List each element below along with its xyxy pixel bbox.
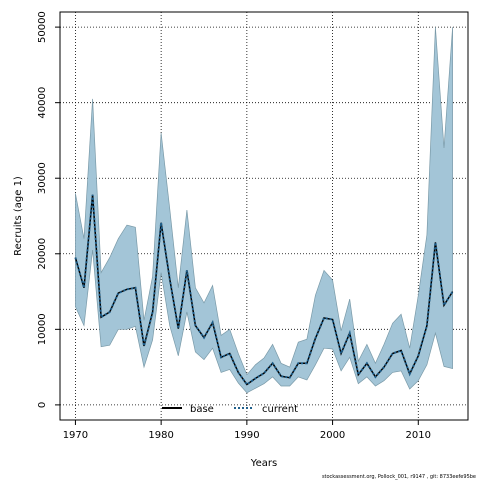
x-axis: 1970 1980 1990 2000 2010 xyxy=(63,420,431,441)
x-tick-label: 1980 xyxy=(148,430,173,441)
y-axis: 0 10000 20000 30000 40000 50000 xyxy=(37,11,60,408)
series-lines xyxy=(74,194,454,386)
x-tick-label: 2000 xyxy=(320,430,345,441)
series-line-current xyxy=(74,194,454,386)
confidence-band xyxy=(75,27,453,394)
y-tick-label: 40000 xyxy=(37,87,48,119)
x-tick-label: 1990 xyxy=(234,430,259,441)
y-tick-label: 0 xyxy=(37,402,48,408)
y-tick-label: 20000 xyxy=(37,238,48,270)
legend-label-current: current xyxy=(262,404,298,415)
legend-label-base: base xyxy=(190,404,214,415)
y-tick-label: 30000 xyxy=(37,162,48,194)
plot-frame xyxy=(59,11,469,421)
y-axis-label: Recruits (age 1) xyxy=(13,176,24,256)
x-axis-label: Years xyxy=(250,458,277,469)
y-tick-label: 50000 xyxy=(37,11,48,43)
x-tick-label: 2010 xyxy=(406,430,431,441)
y-tick-label: 10000 xyxy=(37,313,48,345)
x-tick-label: 1970 xyxy=(63,430,88,441)
legend: base current xyxy=(162,404,298,415)
footnote: stockassessment.org, Pollock_001, r9147 … xyxy=(322,474,476,480)
